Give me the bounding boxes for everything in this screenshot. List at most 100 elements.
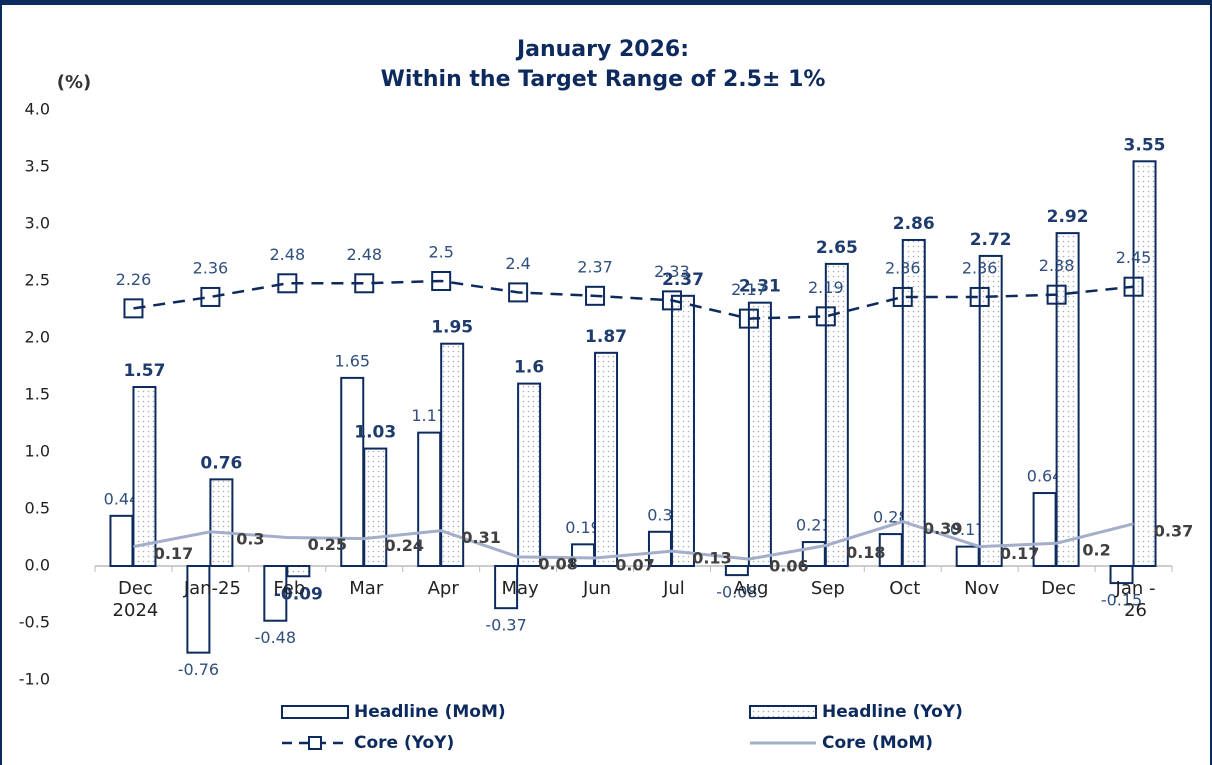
x-tick-label: Dec 2024 — [112, 578, 159, 621]
data-label: 0.13 — [692, 549, 731, 568]
x-tick-label: Jun — [582, 578, 612, 599]
x-tick-label: Jul — [663, 578, 685, 599]
data-label: 2.48 — [270, 245, 306, 264]
marker — [1046, 284, 1067, 305]
bar — [517, 382, 542, 567]
bar — [263, 565, 288, 622]
legend-label: Core (YoY) — [354, 733, 454, 753]
data-label: 1.57 — [123, 361, 165, 381]
x-tick-label: Apr — [427, 578, 459, 599]
data-label: -0.08 — [716, 583, 757, 602]
data-label: 1.87 — [585, 327, 627, 347]
legend-swatch — [281, 705, 349, 719]
marker — [354, 273, 375, 294]
data-label: -0.76 — [178, 660, 219, 679]
marker — [738, 308, 759, 329]
data-label: -0.15 — [1101, 591, 1142, 610]
data-label: 0.17 — [154, 544, 193, 563]
marker — [892, 286, 913, 307]
line — [133, 519, 1134, 561]
data-label: 0.37 — [1154, 521, 1193, 540]
bar — [594, 351, 619, 567]
x-tick-label: Oct — [889, 578, 921, 599]
data-label: 1.03 — [354, 423, 396, 443]
bar — [901, 238, 926, 568]
data-label: 0.3 — [236, 529, 264, 548]
bar — [1109, 565, 1134, 585]
data-label: 0.24 — [385, 536, 424, 555]
marker — [277, 273, 298, 294]
y-tick-label: -1.0 — [19, 670, 50, 689]
data-label: 0.39 — [923, 519, 962, 538]
data-label: 0.76 — [200, 453, 242, 473]
data-label: 0.06 — [769, 557, 808, 576]
marker — [200, 286, 221, 307]
data-label: 0.31 — [461, 528, 500, 547]
legend-label: Core (MoM) — [822, 733, 933, 753]
data-label: 2.31 — [739, 277, 781, 297]
y-axis-label: (%) — [57, 72, 92, 93]
data-label: 2.36 — [962, 258, 998, 277]
line — [133, 279, 1134, 320]
marker — [1123, 276, 1144, 297]
data-label: 2.4 — [505, 254, 530, 273]
x-tick-label: May — [501, 578, 539, 599]
bar — [209, 478, 234, 567]
x-tick-label: Mar — [349, 578, 384, 599]
y-tick-label: -0.5 — [19, 613, 50, 632]
marker — [123, 298, 144, 319]
data-label: 2.5 — [428, 243, 453, 262]
data-label: 0.21 — [796, 516, 832, 535]
data-label: 0.17 — [950, 520, 986, 539]
x-tick-label: Dec — [1041, 578, 1077, 599]
bar — [724, 565, 749, 577]
data-label: 2.65 — [816, 238, 858, 258]
marker — [585, 285, 606, 306]
data-label: 0.18 — [846, 543, 885, 562]
data-label: 0.2 — [1082, 541, 1110, 560]
data-label: 1.6 — [514, 358, 544, 378]
x-tick-label: Jan-25 — [183, 578, 241, 599]
data-label: 0.64 — [1027, 467, 1063, 486]
data-label: 2.19 — [808, 278, 844, 297]
data-label: 1.65 — [334, 351, 370, 370]
marker — [815, 306, 836, 327]
marker — [508, 282, 529, 303]
data-label: 2.37 — [662, 270, 704, 290]
data-label: -0.48 — [255, 628, 296, 647]
bar — [1132, 160, 1157, 568]
data-label: 0.19 — [565, 518, 601, 537]
x-tick-label: Nov — [964, 578, 1000, 599]
chart: January 2026: Within the Target Range of… — [19, 37, 1193, 753]
bar — [132, 386, 157, 567]
marker — [969, 286, 990, 307]
legend-label: Headline (MoM) — [354, 702, 506, 722]
data-label: 1.95 — [431, 318, 473, 338]
data-label: 2.72 — [970, 230, 1012, 250]
data-label: -0.37 — [485, 616, 526, 635]
y-tick-label: 0.5 — [25, 499, 50, 518]
data-label: 2.36 — [193, 258, 229, 277]
data-label: 2.38 — [1039, 256, 1075, 275]
y-tick-label: 0.0 — [25, 556, 50, 575]
data-label: 3.55 — [1124, 135, 1166, 155]
bar — [286, 565, 311, 578]
data-label: 2.17 — [731, 280, 767, 299]
bar — [824, 262, 849, 567]
marker — [661, 290, 682, 311]
data-label: 0.08 — [538, 554, 577, 573]
y-tick-label: 3.0 — [25, 214, 50, 233]
legend-label: Headline (YoY) — [822, 702, 963, 722]
bar — [670, 294, 695, 567]
bar — [440, 342, 465, 568]
bar — [978, 254, 1003, 567]
y-tick-label: 1.5 — [25, 385, 50, 404]
bar — [186, 565, 211, 654]
bar — [109, 514, 134, 567]
data-label: 0.25 — [308, 535, 347, 554]
y-tick-label: 1.0 — [25, 442, 50, 461]
bar — [747, 301, 772, 567]
data-label: 2.48 — [346, 245, 382, 264]
data-label: 0.44 — [104, 489, 140, 508]
